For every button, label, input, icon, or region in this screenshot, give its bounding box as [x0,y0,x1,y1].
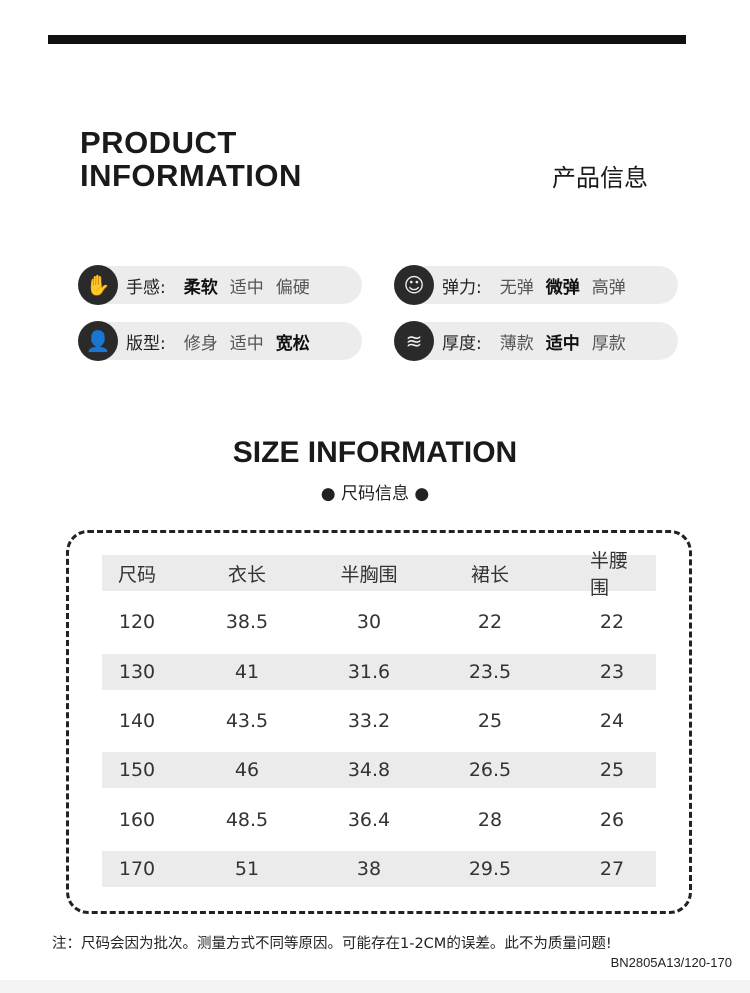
attribute-option: 柔软 [183,277,218,298]
table-cell: 29.5 [468,857,512,880]
attribute-option: 薄款 [499,333,534,354]
table-cell: 41 [234,660,260,683]
bottom-strip [0,980,750,993]
attribute-option: 修身 [183,333,218,354]
attribute-1: ☺ 弹力: 无弹 微弹 高弹 [394,265,678,305]
attribute-option: 厚款 [591,333,626,354]
table-row: 130 41 31.6 23.5 23 [102,653,656,690]
table-cell: 23 [599,660,625,683]
header-cell: 衣长 [227,563,267,586]
table-cell: 28 [477,808,503,831]
attribute-option: 高弹 [591,277,626,298]
attribute-option: 无弹 [499,277,534,298]
elasticity-icon: ☺ [394,265,434,305]
table-cell: 160 [118,808,156,831]
table-cell: 33.2 [347,709,391,732]
product-info-title-cn: 产品信息 [552,164,648,192]
attribute-2: 👤 版型: 修身 适中 宽松 [78,321,362,361]
table-row: 120 38.5 30 22 22 [102,604,656,640]
table-cell: 22 [477,611,503,634]
table-cell: 26 [599,808,625,831]
table-cell: 25 [477,709,503,732]
table-cell: 130 [118,660,156,683]
table-row: 160 48.5 36.4 28 26 [102,802,656,838]
table-cell: 31.6 [347,660,391,683]
table-cell: 46 [234,759,260,782]
attribute-option: 微弹 [545,277,580,298]
top-divider [48,35,686,44]
table-cell: 24 [599,709,625,732]
header-cell: 尺码 [117,563,157,586]
table-cell: 22 [599,611,625,634]
product-code: BN2805A13/120-170 [610,955,732,970]
table-cell: 27 [599,857,625,880]
table-cell: 26.5 [468,759,512,782]
table-header: 尺码 衣长 半胸围 裙长 半腰围 [102,550,656,599]
header-cell: 半腰围 [590,550,629,599]
table-cell: 120 [118,611,156,634]
table-cell: 38.5 [225,611,269,634]
attribute-option: 宽松 [275,333,310,354]
table-cell: 170 [118,857,156,880]
size-table-frame [66,530,692,914]
attribute-option: 适中 [229,277,264,298]
product-info-title: PRODUCT INFORMATION [80,126,302,192]
header-cell: 裙长 [470,563,510,586]
attribute-label: 手感: [126,277,166,298]
table-row: 170 51 38 29.5 27 [102,850,656,887]
attribute-option: 适中 [229,333,264,354]
table-cell: 23.5 [468,660,512,683]
table-cell: 34.8 [347,759,391,782]
table-cell: 140 [118,709,156,732]
table-row: 150 46 34.8 26.5 25 [102,752,656,789]
fit-icon: 👤 [78,321,118,361]
table-cell: 150 [118,759,156,782]
attribute-label: 版型: [126,333,166,354]
attribute-option: 偏硬 [275,277,310,298]
attribute-3: ≋ 厚度: 薄款 适中 厚款 [394,321,678,361]
attribute-label: 弹力: [442,277,482,298]
table-cell: 30 [356,611,382,634]
disclaimer-note: 注：尺码会因为批次。测量方式不同等原因。可能存在1-2CM的误差。此不为质量问题… [52,936,612,952]
attribute-label: 厚度: [442,333,482,354]
table-row: 140 43.5 33.2 25 24 [102,703,656,739]
table-cell: 51 [234,857,260,880]
size-info-subtitle: ● 尺码信息 ● [320,484,430,504]
table-cell: 48.5 [225,808,269,831]
table-cell: 38 [356,857,382,880]
table-cell: 25 [599,759,625,782]
title-line-2: INFORMATION [80,158,302,193]
table-cell: 36.4 [347,808,391,831]
attribute-option: 适中 [545,333,580,354]
hand-feel-icon: ✋ [78,265,118,305]
size-info-title: SIZE INFORMATION [232,436,518,469]
header-cell: 半胸围 [340,563,398,586]
thickness-icon: ≋ [394,321,434,361]
attribute-0: ✋ 手感: 柔软 适中 偏硬 [78,265,362,305]
table-cell: 43.5 [225,709,269,732]
title-line-1: PRODUCT [80,125,237,160]
